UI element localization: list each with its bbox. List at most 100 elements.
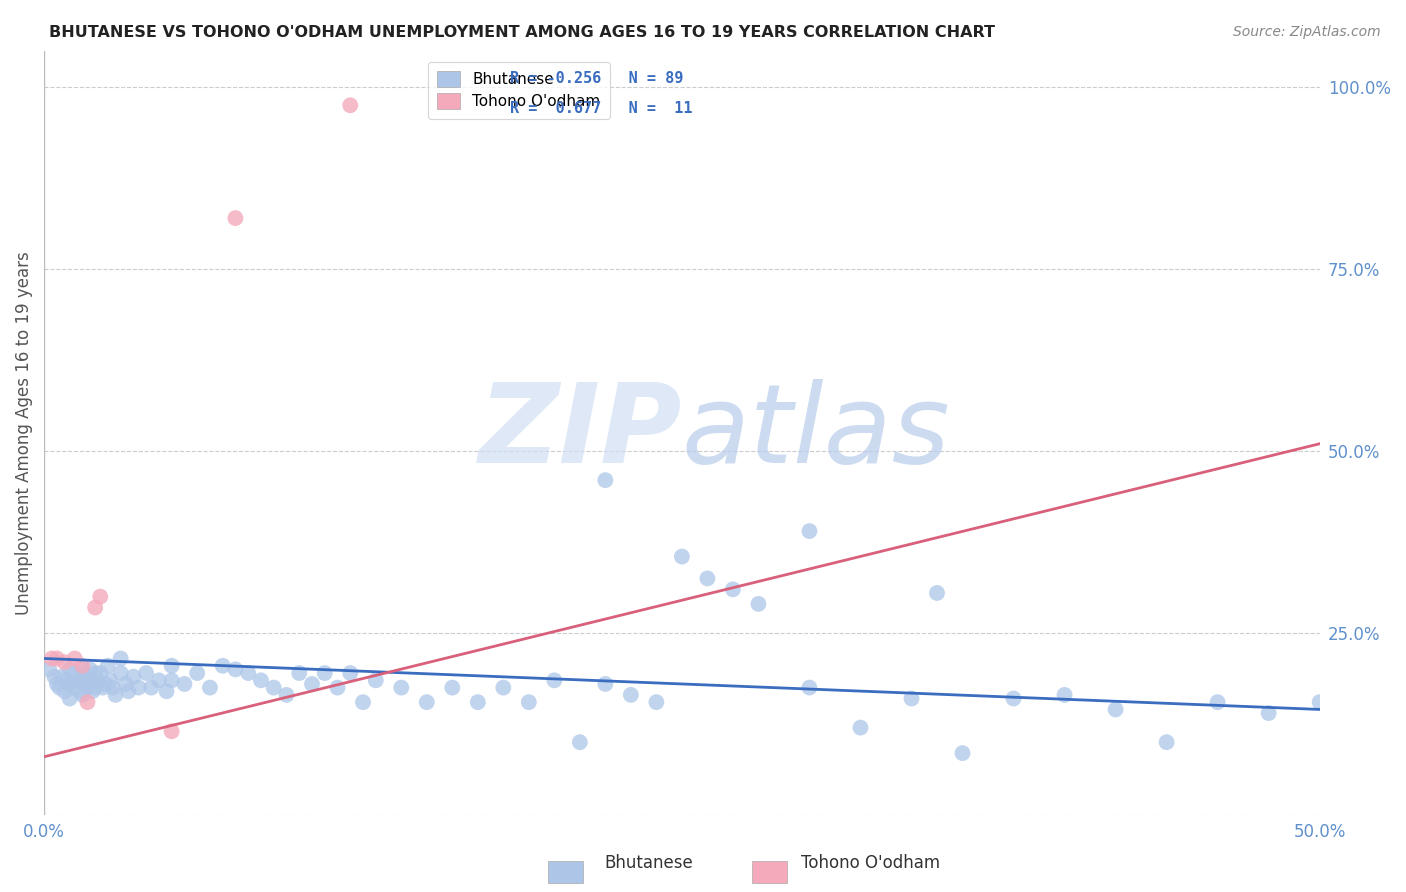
Text: R =  0.677   N =  11: R = 0.677 N = 11 [510, 102, 692, 116]
Point [84, 666, 107, 681]
Point [645, 695, 668, 709]
Point [41, 651, 63, 665]
Point [314, 666, 336, 681]
Point [114, 677, 136, 691]
Point [160, 724, 183, 739]
Point [173, 677, 195, 691]
Point [224, 211, 246, 226]
Point [53, 684, 76, 698]
Point [952, 746, 974, 760]
Point [63, 681, 86, 695]
Point [122, 670, 145, 684]
Point [110, 666, 132, 681]
Point [117, 684, 139, 698]
Point [799, 681, 821, 695]
Point [595, 677, 617, 691]
Point [416, 695, 439, 709]
Point [301, 677, 323, 691]
Point [799, 524, 821, 538]
Point [543, 673, 565, 688]
Point [128, 681, 150, 695]
Point [1156, 735, 1178, 749]
Point [186, 666, 208, 681]
Point [276, 688, 298, 702]
Point [721, 582, 744, 597]
Point [389, 681, 412, 695]
Point [326, 681, 349, 695]
Point [48, 681, 70, 695]
Point [211, 658, 233, 673]
Point [59, 677, 82, 691]
Point [63, 651, 86, 665]
Point [89, 590, 111, 604]
Point [364, 673, 387, 688]
Point [101, 681, 124, 695]
Point [620, 688, 643, 702]
Point [76, 681, 98, 695]
Point [110, 651, 132, 665]
Point [849, 721, 872, 735]
Point [73, 670, 96, 684]
Point [141, 681, 163, 695]
Text: atlas: atlas [682, 379, 950, 486]
Point [568, 735, 591, 749]
Point [135, 666, 157, 681]
Point [51, 670, 73, 684]
Point [72, 673, 94, 688]
Point [900, 691, 922, 706]
Point [263, 681, 285, 695]
Point [155, 684, 177, 698]
Point [696, 571, 718, 585]
Point [38, 662, 60, 676]
Point [72, 658, 94, 673]
Point [59, 691, 82, 706]
Point [224, 662, 246, 676]
Point [79, 662, 101, 676]
Text: Tohono O'odham: Tohono O'odham [801, 855, 941, 872]
Point [492, 681, 515, 695]
Point [91, 681, 114, 695]
Point [45, 651, 67, 665]
Point [671, 549, 693, 564]
Point [747, 597, 769, 611]
Y-axis label: Unemployment Among Ages 16 to 19 years: Unemployment Among Ages 16 to 19 years [15, 251, 32, 615]
Point [238, 666, 260, 681]
Point [84, 681, 107, 695]
Point [72, 688, 94, 702]
Point [160, 673, 183, 688]
Point [467, 695, 489, 709]
Point [56, 673, 79, 688]
Point [352, 695, 374, 709]
Point [72, 662, 94, 676]
Legend: Bhutanese, Tohono O'odham: Bhutanese, Tohono O'odham [427, 62, 610, 119]
Point [925, 586, 948, 600]
Text: ZIP: ZIP [478, 379, 682, 486]
Text: BHUTANESE VS TOHONO O'ODHAM UNEMPLOYMENT AMONG AGES 16 TO 19 YEARS CORRELATION C: BHUTANESE VS TOHONO O'ODHAM UNEMPLOYMENT… [49, 25, 995, 40]
Point [89, 666, 111, 681]
Point [82, 684, 104, 698]
Point [1053, 688, 1076, 702]
Point [250, 673, 273, 688]
Point [160, 658, 183, 673]
Point [104, 688, 127, 702]
Text: R = -0.256   N = 89: R = -0.256 N = 89 [510, 70, 683, 86]
Point [1104, 702, 1126, 716]
Point [59, 662, 82, 676]
Point [517, 695, 540, 709]
Point [339, 98, 361, 112]
Point [1002, 691, 1025, 706]
Point [100, 673, 122, 688]
Point [79, 673, 101, 688]
Point [84, 600, 107, 615]
Point [45, 677, 67, 691]
Point [595, 473, 617, 487]
Point [1206, 695, 1229, 709]
Point [69, 684, 91, 698]
Text: Source: ZipAtlas.com: Source: ZipAtlas.com [1233, 25, 1381, 39]
Point [97, 658, 120, 673]
Point [339, 666, 361, 681]
Point [66, 673, 89, 688]
Point [44, 670, 66, 684]
Point [148, 673, 170, 688]
Point [53, 655, 76, 669]
